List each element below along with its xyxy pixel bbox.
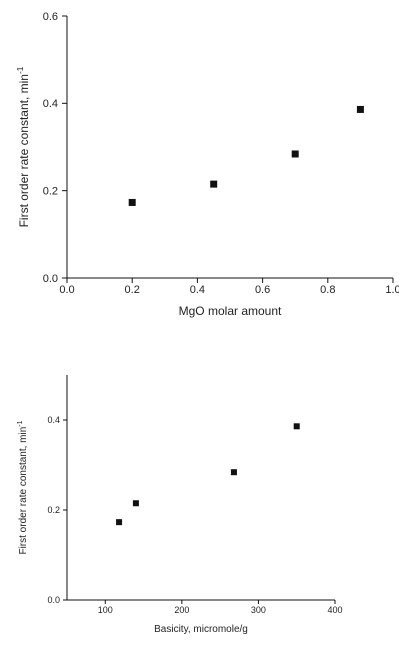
x-axis-label: Basicity, micromole/g [154, 624, 248, 635]
y-tick-label: 0.6 [43, 11, 58, 23]
y-tick-label: 0.2 [47, 505, 60, 515]
y-axis-label-text: First order rate constant, min [18, 427, 29, 555]
y-tick-label: 0.2 [43, 186, 58, 198]
data-point [293, 423, 300, 430]
x-tick-label: 0.0 [59, 284, 74, 296]
x-tick-label: 0.8 [320, 284, 335, 296]
data-point [210, 180, 218, 188]
y-tick-label: 0.4 [43, 98, 58, 110]
y-tick-label: 0.4 [47, 415, 60, 425]
x-tick-label: 300 [251, 605, 266, 615]
data-point [132, 500, 139, 507]
chart-rate-vs-basicity: 100 200 300 400 0.0 0.2 0.4 Basicity, micromole… [17, 375, 343, 635]
data-point [116, 519, 123, 526]
data-point [356, 105, 364, 113]
x-tick-label: 400 [327, 605, 342, 615]
y-axis-label-superscript: -1 [17, 420, 24, 426]
data-point [230, 469, 237, 476]
y-axis-label: First order rate constant, min-1 [17, 420, 29, 554]
x-tick-label: 1.0 [385, 284, 399, 296]
chart-rate-vs-mgo: 0.0 0.2 0.4 0.6 0.8 1.0 0.0 0.2 0.4 0.6 MgO molar … [15, 11, 399, 318]
x-tick-label: 0.4 [190, 284, 205, 296]
y-axis-label: First order rate constant, min-1 [15, 66, 31, 227]
x-tick-label: 0.2 [125, 284, 140, 296]
x-tick-label: 100 [98, 605, 113, 615]
y-tick-label: 0.0 [43, 273, 58, 285]
x-tick-label: 200 [174, 605, 189, 615]
y-axis-label-superscript: -1 [15, 66, 25, 74]
data-point [291, 150, 299, 158]
x-axis-label: MgO molar amount [179, 304, 282, 318]
data-point [128, 198, 136, 206]
x-tick-label: 0.6 [255, 284, 270, 296]
y-tick-label: 0.0 [47, 595, 60, 605]
y-axis-label-text: First order rate constant, min [17, 74, 31, 227]
